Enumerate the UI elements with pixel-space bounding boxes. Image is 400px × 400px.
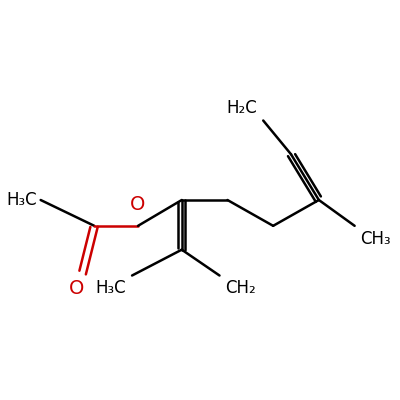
- Text: H₃C: H₃C: [6, 191, 37, 209]
- Text: CH₃: CH₃: [360, 230, 391, 248]
- Text: O: O: [130, 195, 146, 214]
- Text: CH₂: CH₂: [226, 280, 256, 298]
- Text: H₃C: H₃C: [96, 280, 126, 298]
- Text: H₂C: H₂C: [226, 98, 257, 116]
- Text: O: O: [69, 280, 84, 298]
